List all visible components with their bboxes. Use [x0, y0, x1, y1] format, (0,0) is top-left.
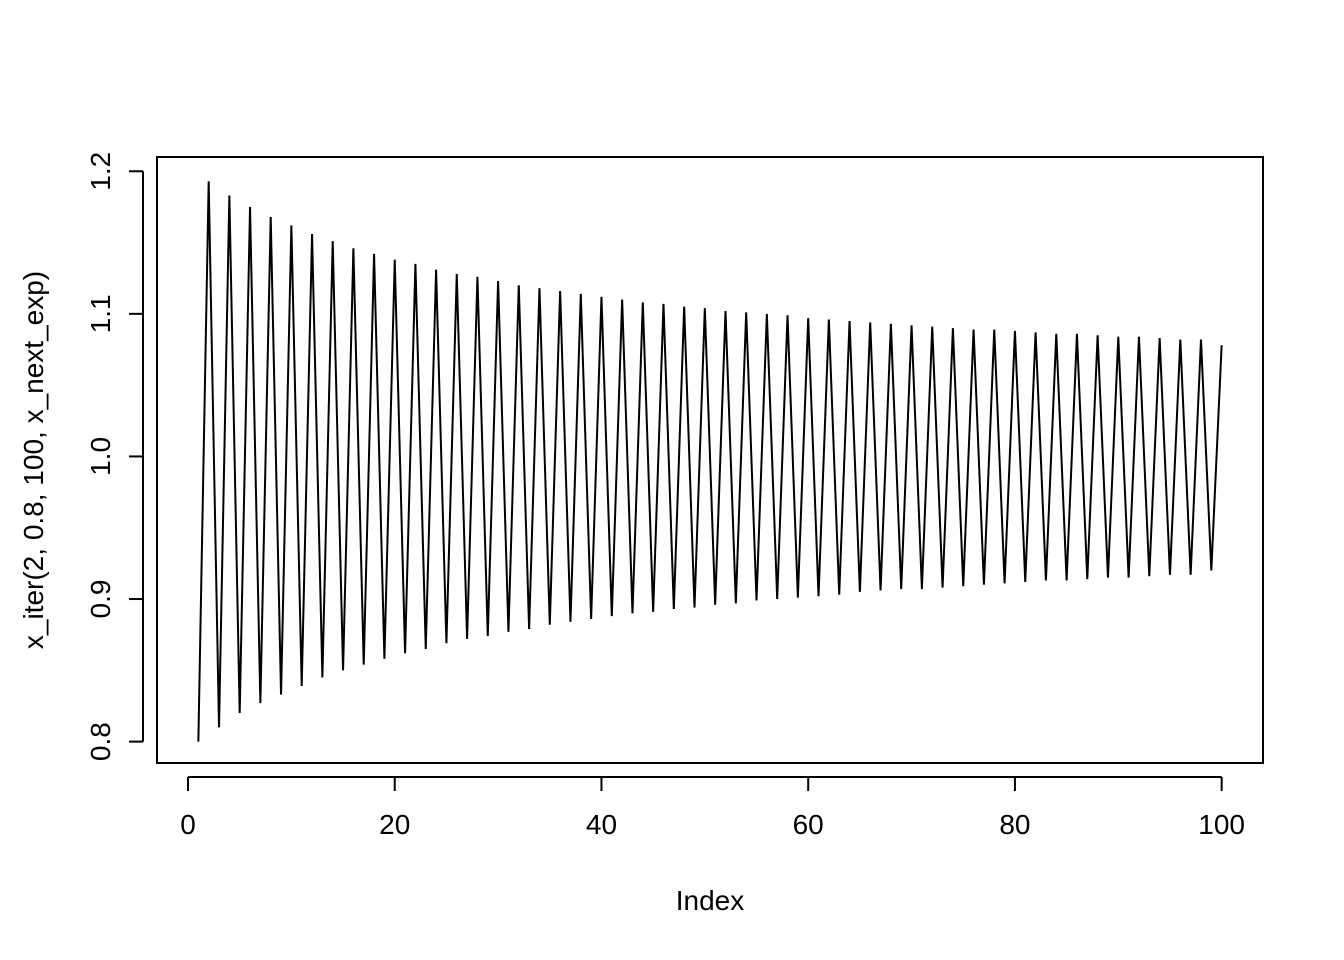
y-tick-label: 1.0: [85, 437, 116, 476]
y-tick-label: 0.8: [85, 722, 116, 761]
y-tick-label: 0.9: [85, 580, 116, 619]
x-axis-label: Index: [676, 885, 745, 916]
y-tick-label: 1.2: [85, 152, 116, 191]
x-tick-label: 100: [1198, 809, 1245, 840]
x-tick-label: 20: [379, 809, 410, 840]
series-layer: [197, 181, 1223, 742]
x-axis: 0 20 40 60 80 100: [180, 776, 1245, 840]
series-line: [197, 181, 1223, 742]
y-tick-label: 1.1: [85, 294, 116, 333]
x-tick-label: 80: [999, 809, 1030, 840]
y-axis: 0.8 0.9 1.0 1.1 1.2: [85, 152, 144, 761]
x-tick-label: 60: [793, 809, 824, 840]
x-tick-label: 0: [180, 809, 196, 840]
y-axis-label: x_iter(2, 0.8, 100, x_next_exp): [18, 271, 49, 649]
x-tick-label: 40: [586, 809, 617, 840]
plot-frame: [156, 156, 1264, 764]
